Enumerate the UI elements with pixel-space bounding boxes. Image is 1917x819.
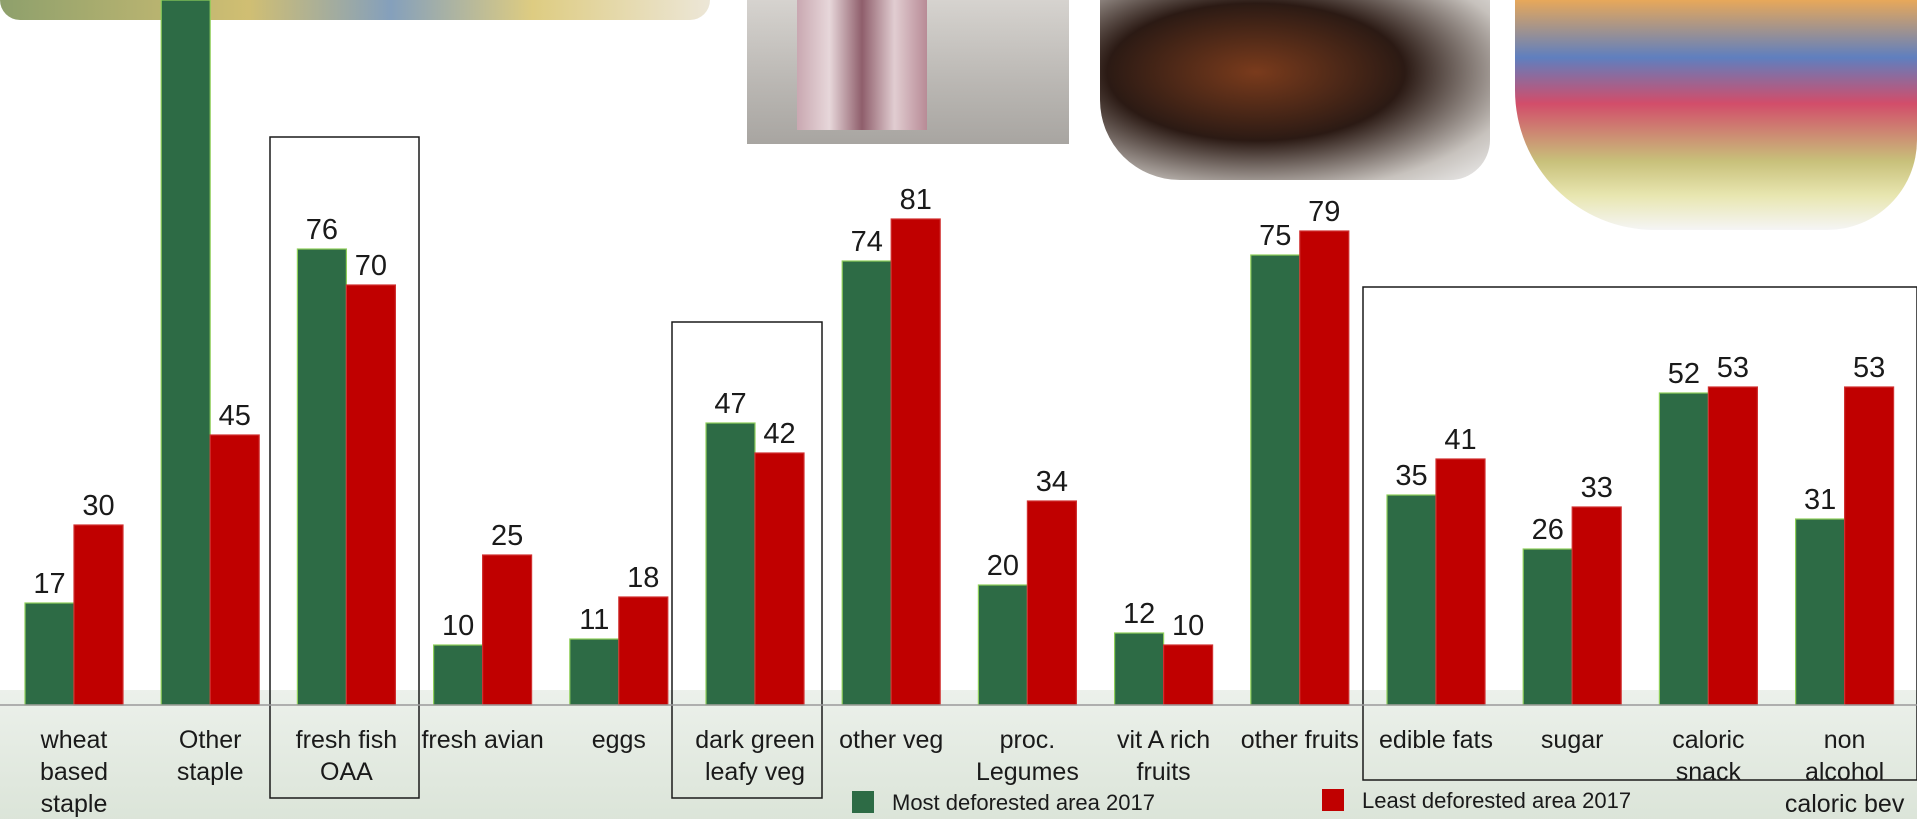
value-label-most-2: 76 bbox=[306, 214, 338, 246]
bar-most-7 bbox=[977, 584, 1029, 706]
category-label-3: fresh avian bbox=[421, 726, 543, 754]
value-label-most-11: 26 bbox=[1532, 514, 1564, 546]
highlight-box-fresh-fish bbox=[269, 136, 420, 799]
bar-least-3 bbox=[482, 554, 533, 706]
value-label-most-9: 75 bbox=[1259, 220, 1291, 252]
photo-snack-display bbox=[1515, 0, 1917, 230]
bar-least-2 bbox=[345, 284, 396, 706]
category-label-10: edible fats bbox=[1379, 726, 1493, 754]
legend-swatch-most bbox=[852, 791, 874, 813]
bar-least-4 bbox=[618, 596, 669, 706]
category-label-4: eggs bbox=[592, 726, 646, 754]
bar-most-10 bbox=[1386, 494, 1437, 706]
value-label-most-8: 12 bbox=[1123, 598, 1155, 630]
bar-most-8 bbox=[1113, 632, 1165, 706]
category-label-12: snack bbox=[1676, 758, 1742, 786]
bar-least-0 bbox=[73, 524, 124, 706]
bar-least-8 bbox=[1162, 644, 1214, 706]
category-label-8: vit A rich bbox=[1117, 726, 1210, 754]
highlight-box-snacks-group bbox=[1362, 286, 1917, 781]
legend-label-least: Least deforested area 2017 bbox=[1362, 788, 1631, 813]
value-label-least-9: 79 bbox=[1308, 196, 1340, 228]
category-label-2: fresh fish bbox=[296, 726, 397, 754]
bar-most-1 bbox=[160, 0, 211, 706]
category-label-5: dark green bbox=[695, 726, 815, 754]
photo-child-legs bbox=[747, 0, 1069, 144]
value-label-most-7: 20 bbox=[987, 550, 1019, 582]
category-label-0: based bbox=[40, 758, 108, 786]
value-label-least-4: 18 bbox=[627, 562, 659, 594]
bar-least-7 bbox=[1026, 500, 1078, 706]
value-label-least-1: 45 bbox=[219, 400, 251, 432]
bar-most-9 bbox=[1250, 254, 1301, 706]
value-label-least-6: 81 bbox=[900, 184, 932, 216]
category-label-0: staple bbox=[41, 790, 108, 818]
category-label-7: Legumes bbox=[976, 758, 1079, 786]
value-label-least-12: 53 bbox=[1717, 352, 1749, 384]
value-label-most-4: 11 bbox=[579, 604, 609, 636]
bar-most-12 bbox=[1658, 392, 1710, 706]
bar-least-12 bbox=[1707, 386, 1759, 706]
highlight-box-dark-green bbox=[671, 321, 823, 799]
legend-label-most: Most deforested area 2017 bbox=[892, 790, 1155, 815]
value-label-least-8: 10 bbox=[1172, 610, 1204, 642]
bar-least-6 bbox=[890, 218, 941, 706]
bar-most-4 bbox=[569, 638, 620, 706]
bar-least-1 bbox=[209, 434, 260, 706]
category-label-13: caloric bev bbox=[1785, 790, 1905, 818]
bar-most-5 bbox=[705, 422, 756, 706]
value-label-most-12: 52 bbox=[1668, 358, 1700, 390]
category-label-1: staple bbox=[177, 758, 244, 786]
value-label-least-3: 25 bbox=[491, 520, 523, 552]
bar-least-11 bbox=[1571, 506, 1622, 706]
category-label-7: proc. bbox=[1000, 726, 1056, 754]
category-label-11: sugar bbox=[1541, 726, 1604, 754]
value-label-most-0: 17 bbox=[33, 568, 65, 600]
bar-most-11 bbox=[1522, 548, 1573, 706]
category-label-9: other fruits bbox=[1241, 726, 1359, 754]
category-label-6: other veg bbox=[839, 726, 943, 754]
bar-most-3 bbox=[433, 644, 484, 706]
value-label-least-11: 33 bbox=[1581, 472, 1613, 504]
bar-most-13 bbox=[1794, 518, 1846, 706]
bar-least-9 bbox=[1299, 230, 1350, 706]
category-label-0: wheat bbox=[40, 726, 108, 754]
value-label-most-10: 35 bbox=[1395, 460, 1427, 492]
bar-least-5 bbox=[754, 452, 805, 706]
category-label-12: caloric bbox=[1672, 726, 1744, 754]
category-label-1: Other bbox=[179, 726, 242, 754]
value-label-least-0: 30 bbox=[82, 490, 114, 522]
value-label-most-3: 10 bbox=[442, 610, 474, 642]
category-label-13: non bbox=[1824, 726, 1866, 754]
bar-most-0 bbox=[24, 602, 75, 706]
category-label-2: OAA bbox=[320, 758, 373, 786]
category-label-13: alcohol bbox=[1805, 758, 1884, 786]
category-label-8: fruits bbox=[1137, 758, 1191, 786]
value-label-least-2: 70 bbox=[355, 250, 387, 282]
bar-most-2 bbox=[296, 248, 347, 706]
bar-least-10 bbox=[1435, 458, 1486, 706]
value-label-least-10: 41 bbox=[1444, 424, 1476, 456]
category-label-5: leafy veg bbox=[705, 758, 805, 786]
value-label-least-5: 42 bbox=[763, 418, 795, 450]
value-label-least-7: 34 bbox=[1036, 466, 1068, 498]
value-label-most-5: 47 bbox=[714, 388, 746, 420]
value-label-most-13: 31 bbox=[1804, 484, 1836, 516]
bar-least-13 bbox=[1843, 386, 1895, 706]
value-label-least-13: 53 bbox=[1853, 352, 1885, 384]
photo-child-shirt bbox=[1100, 0, 1490, 180]
bar-most-6 bbox=[841, 260, 892, 706]
legend-swatch-least bbox=[1322, 789, 1344, 811]
value-label-most-6: 74 bbox=[851, 226, 883, 258]
